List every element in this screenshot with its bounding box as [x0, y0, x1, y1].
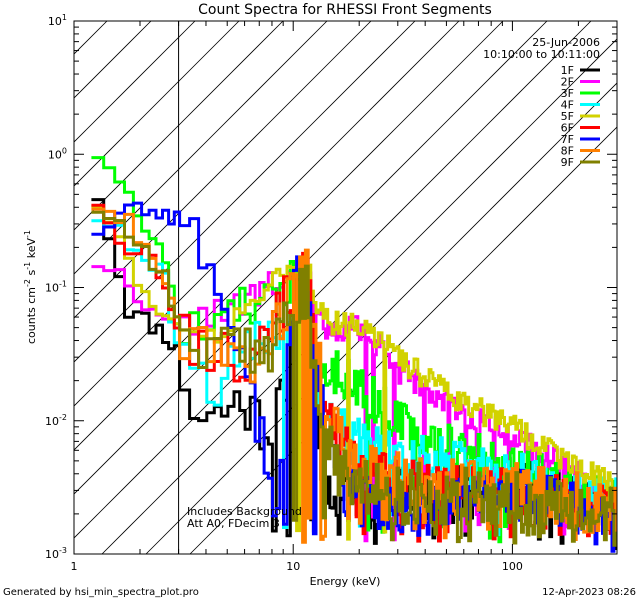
date-label: 25-Jun-2006: [532, 36, 600, 49]
hatch-line: [74, 21, 592, 539]
annotation-background: Includes Background: [187, 505, 302, 518]
footer-timestamp: 12-Apr-2023 08:26: [542, 587, 636, 598]
x-tick-labels: 1 10 100: [71, 560, 523, 573]
y-tick-label: 100: [48, 146, 67, 161]
hatch-line: [74, 21, 416, 363]
y-tick-labels: 10-3 10-2 10-1 100 101: [45, 13, 67, 561]
legend-label-8f: 8F: [561, 145, 574, 158]
y-tick-label: 10-2: [45, 413, 67, 428]
x-tick-label: 100: [502, 560, 523, 573]
y-tick-label: 10-3: [45, 546, 67, 561]
legend-label-5f: 5F: [561, 110, 574, 123]
hatch-line: [74, 21, 284, 231]
hatch-line: [74, 21, 372, 319]
hatch-line: [145, 82, 617, 554]
legend-label-4f: 4F: [561, 99, 574, 112]
axis-ticks: [73, 20, 618, 555]
hatch-line: [74, 21, 196, 143]
legend-label-7f: 7F: [561, 133, 574, 146]
hatch-line: [74, 21, 460, 407]
legend-label-2f: 2F: [561, 76, 574, 89]
x-tick-label: 10: [286, 560, 300, 573]
hatch-line: [74, 21, 504, 451]
y-axis-label: counts cm-2 s-1 keV-1: [23, 230, 38, 344]
series-9f: [91, 210, 617, 547]
annotation-attenuator: Att A0, FDecim 3: [187, 517, 280, 530]
legend-label-1f: 1F: [561, 64, 574, 77]
hatch-line: [101, 38, 617, 554]
series-layer: [91, 156, 617, 553]
legend-label-3f: 3F: [561, 87, 574, 100]
hatch-line: [74, 21, 328, 275]
legend-label-9f: 9F: [561, 156, 574, 169]
footer-generated-by: Generated by hsi_min_spectra_plot.pro: [3, 587, 199, 598]
time-range-label: 10:10:00 to 10:11:00: [483, 48, 600, 61]
y-tick-label: 101: [48, 13, 67, 28]
series-5f: [91, 205, 617, 541]
x-axis-label: Energy (keV): [310, 575, 381, 588]
legend-label-6f: 6F: [561, 122, 574, 135]
y-tick-label: 10-1: [45, 280, 67, 295]
x-tick-label: 1: [71, 560, 78, 573]
chart-title: Count Spectra for RHESSI Front Segments: [198, 2, 492, 18]
hatch-line: [74, 21, 240, 187]
